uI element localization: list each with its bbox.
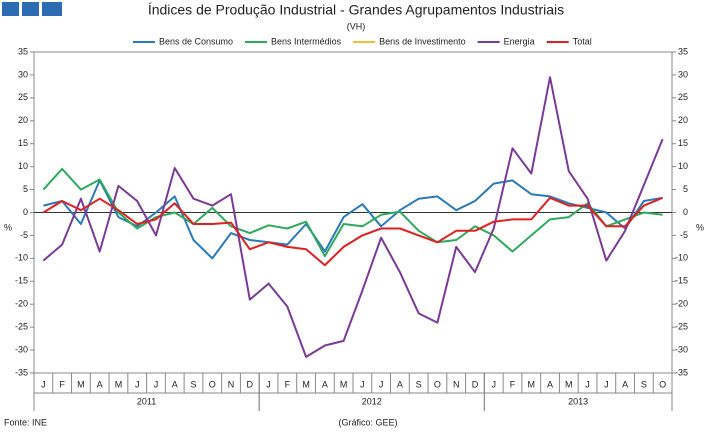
legend-label: Energia (504, 36, 535, 46)
x-tick-label: N (453, 379, 460, 389)
legend-label: Bens de Consumo (159, 36, 233, 46)
legend-label: Total (573, 36, 592, 46)
y-tick-label: 15 (18, 138, 28, 148)
x-tick-label: J (585, 379, 590, 389)
x-tick-label: D (472, 379, 479, 389)
x-tick-label: F (59, 379, 65, 389)
x-tick-label: M (340, 379, 348, 389)
series-line (42, 76, 664, 358)
x-tick-label: A (322, 379, 328, 389)
y-tick-label: 5 (23, 184, 28, 194)
source: Fonte: INE (4, 417, 47, 427)
x-tick-label: M (302, 379, 310, 389)
y-tick-label: -15 (15, 276, 28, 286)
x-tick-label: A (97, 379, 103, 389)
x-tick-label: J (154, 379, 159, 389)
y2-tick-label: 15 (678, 138, 688, 148)
x-tick-label: M (115, 379, 123, 389)
y-tick-label: -20 (15, 299, 28, 309)
x-tick-label: M (565, 379, 573, 389)
y2-tick-label: 10 (678, 161, 688, 171)
y2-tick-label: -20 (675, 299, 688, 309)
x-tick-label: A (397, 379, 403, 389)
x-tick-label: M (528, 379, 536, 389)
y-tick-label: 35 (18, 46, 28, 56)
year-label: 2012 (362, 396, 382, 406)
y-axis-label: % (4, 222, 12, 232)
y2-tick-label: 30 (678, 69, 688, 79)
x-tick-label: N (228, 379, 235, 389)
logo-square (22, 2, 39, 16)
x-tick-label: O (659, 379, 666, 389)
x-tick-label: J (135, 379, 140, 389)
y-tick-label: -25 (15, 322, 28, 332)
legend-label: Bens Intermédios (271, 36, 342, 46)
y2-axis-label: % (696, 222, 704, 232)
y-tick-label: 0 (23, 207, 28, 217)
x-tick-label: D (247, 379, 254, 389)
y-tick-label: 10 (18, 161, 28, 171)
x-tick-label: J (266, 379, 271, 389)
y-tick-label: -10 (15, 253, 28, 263)
y2-tick-label: 0 (683, 207, 688, 217)
chart-title: Índices de Produção Industrial - Grandes… (148, 2, 564, 18)
y2-tick-label: -15 (675, 276, 688, 286)
x-tick-label: J (379, 379, 384, 389)
y2-tick-label: -10 (675, 253, 688, 263)
y2-tick-label: 35 (678, 46, 688, 56)
x-tick-label: J (491, 379, 496, 389)
series-line (42, 167, 663, 258)
y2-tick-label: 20 (678, 115, 688, 125)
logo-square (42, 2, 62, 16)
y-tick-label: 30 (18, 69, 28, 79)
credit: (Gráfico: GEE) (338, 417, 397, 427)
chart-subtitle: (VH) (347, 21, 366, 31)
x-tick-label: A (547, 379, 553, 389)
y2-tick-label: -35 (675, 367, 688, 377)
x-tick-label: M (77, 379, 85, 389)
series-line (43, 179, 663, 260)
y-tick-label: 20 (18, 115, 28, 125)
y-tick-label: -35 (15, 367, 28, 377)
y-tick-label: -5 (20, 230, 28, 240)
year-label: 2013 (568, 396, 588, 406)
y2-tick-label: 5 (683, 184, 688, 194)
x-tick-label: S (190, 379, 196, 389)
x-tick-label: S (641, 379, 647, 389)
y-tick-label: -30 (15, 344, 28, 354)
year-label: 2011 (137, 396, 156, 406)
x-tick-label: O (434, 379, 441, 389)
x-tick-label: S (416, 379, 422, 389)
x-tick-label: F (510, 379, 516, 389)
y2-tick-label: -25 (675, 322, 688, 332)
legend-label: Bens de Investimento (379, 36, 466, 46)
y2-tick-label: -30 (675, 344, 688, 354)
x-tick-label: O (209, 379, 216, 389)
x-tick-label: J (41, 379, 46, 389)
y2-tick-label: 25 (678, 92, 688, 102)
series-line (42, 196, 663, 267)
x-tick-label: J (360, 379, 365, 389)
y-tick-label: 25 (18, 92, 28, 102)
x-tick-label: A (172, 379, 178, 389)
y2-tick-label: -5 (680, 230, 688, 240)
logo-square (2, 2, 19, 16)
x-tick-label: A (622, 379, 628, 389)
x-tick-label: J (604, 379, 609, 389)
x-tick-label: F (285, 379, 291, 389)
